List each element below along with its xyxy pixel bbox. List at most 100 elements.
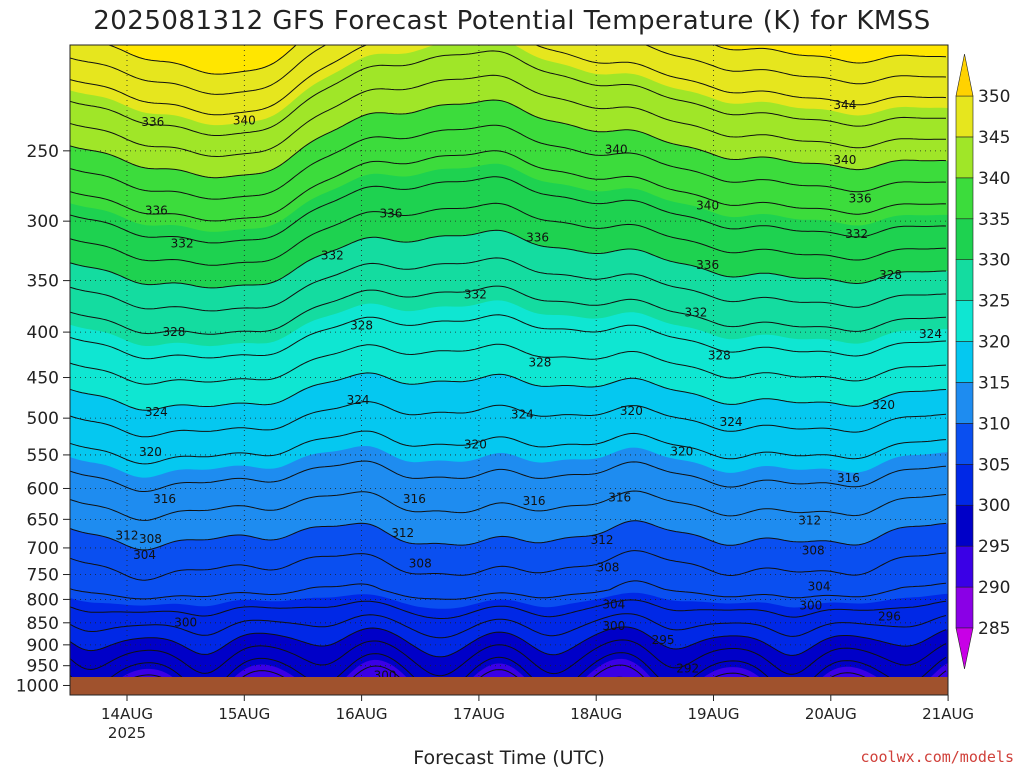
y-tick-label: 350	[27, 272, 59, 292]
x-axis-label: Forecast Time (UTC)	[413, 747, 604, 768]
colorbar-segment	[955, 341, 974, 383]
contour-label: 320	[464, 437, 487, 451]
colorbar-label: 295	[978, 537, 1010, 557]
y-tick-label: 650	[27, 510, 59, 530]
contour-332	[70, 202, 946, 266]
colorbar-high-arrow	[955, 53, 974, 97]
contour-label: 324	[720, 415, 743, 429]
y-tick-label: 950	[27, 657, 59, 677]
contour-306	[70, 580, 947, 600]
colorbar-label: 285	[978, 619, 1010, 639]
contour-label: 336	[141, 115, 164, 129]
contour-316	[70, 430, 947, 465]
contour-label: 340	[233, 113, 256, 127]
theta-band-350	[70, 45, 948, 75]
y-tick-label: 450	[27, 369, 59, 389]
x-tick-label: 21AUG	[922, 705, 974, 723]
colorbar-label: 305	[978, 455, 1010, 475]
contour-322	[70, 343, 947, 385]
contour-344	[70, 50, 947, 136]
contour-label: 332	[464, 288, 487, 302]
y-tick-label: 850	[27, 614, 59, 634]
contour-300	[70, 626, 947, 658]
contour-346	[70, 45, 947, 116]
x-tick-label: 20AUG	[805, 705, 857, 723]
theta-band-345	[70, 45, 948, 126]
colorbar-label: 300	[978, 496, 1010, 516]
credit-text: coolwx.com/models	[860, 748, 1014, 766]
contour-label: 320	[670, 444, 693, 458]
contour-label: 304	[602, 598, 625, 612]
contour-label: 308	[802, 544, 825, 558]
colorbar: 285 290 295 300 305 310 315 320 325 330 335 340 345 3…	[955, 53, 1010, 670]
contour-label: 328	[708, 348, 731, 362]
contour-label: 304	[133, 548, 156, 562]
colorbar-label: 335	[978, 210, 1010, 230]
contour-label: 336	[145, 204, 168, 218]
contour-label: 320	[620, 404, 643, 418]
contour-318	[70, 401, 947, 438]
y-tick-label: 550	[27, 446, 59, 466]
colorbar-segment	[955, 545, 974, 588]
colorbar-segment	[955, 177, 974, 220]
contour-label: 316	[403, 492, 426, 506]
contour-label: 336	[849, 192, 872, 206]
colorbar-segment	[955, 504, 974, 547]
colorbar-segment	[955, 218, 974, 260]
colorbar-segment	[955, 259, 974, 301]
contour-302	[70, 613, 947, 639]
contour-label: 300	[602, 619, 625, 633]
contour-294	[70, 664, 947, 695]
grid	[70, 45, 948, 695]
contour-312	[70, 490, 947, 521]
colorbar-segment	[955, 136, 974, 179]
colorbar-label: 315	[978, 373, 1010, 393]
contour-label: 340	[696, 198, 719, 212]
y-tick-label: 600	[27, 479, 59, 499]
contour-label: 324	[511, 407, 534, 421]
y-axis: 2503003504004505005506006507007508008509…	[16, 142, 70, 696]
contour-304	[70, 599, 947, 619]
contour-label: 332	[321, 249, 344, 263]
y-tick-label: 900	[27, 636, 59, 656]
contour-328	[70, 257, 946, 312]
contour-label: 312	[116, 529, 139, 543]
contour-label: 308	[139, 532, 162, 546]
colorbar-label: 320	[978, 333, 1010, 353]
contour-label: 312	[798, 514, 821, 528]
contour-326	[70, 285, 947, 335]
x-tick-label: 14AUG	[101, 705, 153, 723]
colorbar-segment	[955, 464, 974, 506]
contour-label: 340	[605, 142, 628, 156]
colorbar-label: 310	[978, 414, 1010, 434]
contour-label: 316	[837, 471, 860, 485]
contour-350	[107, 45, 947, 75]
contour-342	[70, 74, 947, 158]
contour-310	[70, 520, 947, 551]
contour-label: 324	[347, 393, 370, 407]
contour-label: 316	[608, 490, 631, 504]
chart-title: 2025081312 GFS Forecast Potential Temper…	[93, 6, 931, 36]
contour-314	[70, 460, 947, 492]
contour-label: 316	[523, 494, 546, 508]
contour-label: 328	[162, 325, 185, 339]
contour-label: 336	[379, 206, 402, 220]
y-tick-label: 1000	[16, 676, 59, 696]
contour-label: 300	[799, 599, 822, 613]
y-tick-label: 500	[27, 409, 59, 429]
contour-298	[70, 639, 947, 677]
contour-label: 320	[872, 398, 895, 412]
colorbar-label: 325	[978, 292, 1010, 312]
contour-348	[70, 45, 947, 95]
y-tick-label: 300	[27, 212, 59, 232]
contour-330	[70, 229, 946, 289]
colorbar-label: 340	[978, 169, 1010, 189]
filled-bands	[70, 45, 948, 695]
colorbar-label: 330	[978, 251, 1010, 271]
contour-label: 328	[350, 318, 373, 332]
colorbar-label: 350	[978, 87, 1010, 107]
x-tick-label: 18AUG	[570, 705, 622, 723]
